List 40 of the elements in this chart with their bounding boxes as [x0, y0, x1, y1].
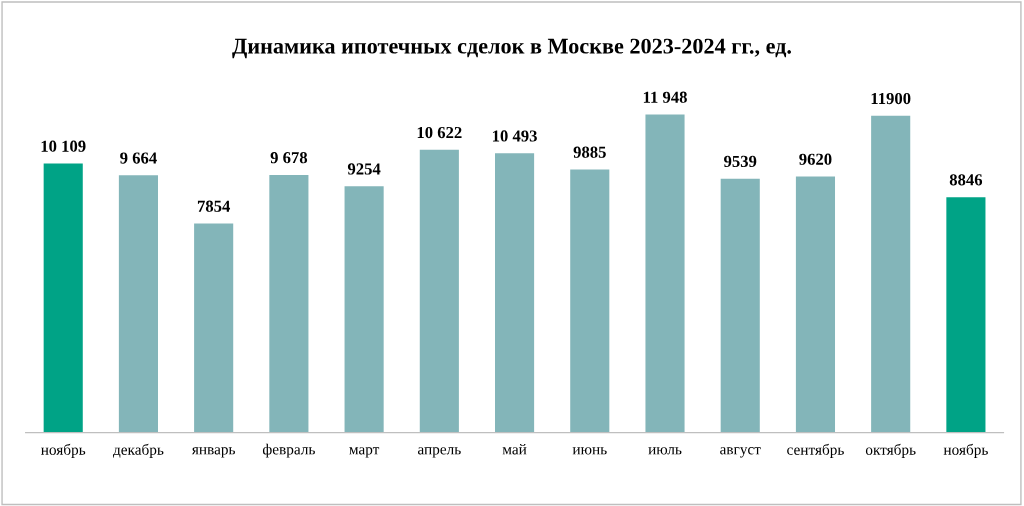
- x-tick-label: апрель: [417, 447, 461, 458]
- x-tick-label: ноябрь: [943, 443, 988, 458]
- data-label: 10 109: [41, 140, 86, 152]
- data-label: 11900: [871, 92, 911, 105]
- data-label: 9885: [573, 146, 606, 158]
- x-tick-label: октябрь: [865, 443, 916, 458]
- data-label: 9620: [799, 153, 832, 165]
- x-tick-label: август: [720, 447, 761, 458]
- x-tick-label: май: [502, 443, 527, 455]
- bar: [795, 176, 836, 433]
- x-tick-label: февраль: [262, 443, 315, 458]
- bar: [871, 115, 911, 433]
- x-tick-label: июнь: [572, 447, 607, 455]
- chart-title: Динамика ипотечных сделок в Москве 2023-2024 гг., ед.: [232, 38, 791, 59]
- bar: [43, 163, 83, 433]
- x-tick-label: ноябрь: [41, 443, 86, 458]
- bar: [419, 149, 459, 433]
- x-tick-label: сентябрь: [787, 443, 844, 458]
- data-label: 9 678: [270, 152, 308, 164]
- data-label: 10 493: [492, 130, 537, 142]
- data-label: 7854: [197, 200, 231, 212]
- bar: [570, 169, 610, 433]
- bar: [946, 197, 986, 433]
- bar: [720, 178, 760, 433]
- bar: [118, 175, 158, 433]
- x-tick-label: июль: [648, 447, 682, 455]
- bar: [194, 223, 234, 433]
- bar: [645, 114, 685, 433]
- bar: [495, 153, 535, 433]
- data-label: 9254: [347, 163, 381, 175]
- data-label: 9 664: [120, 152, 157, 164]
- data-label: 9539: [724, 155, 757, 167]
- x-tick-label: март: [349, 447, 380, 458]
- data-label: 11 948: [643, 91, 687, 103]
- bar: [269, 175, 309, 433]
- data-label: 10 622: [417, 126, 462, 139]
- x-tick-label: декабрь: [112, 443, 164, 458]
- bar: [344, 186, 384, 433]
- data-label: 8846: [949, 174, 983, 186]
- x-tick-label: январь: [191, 447, 235, 458]
